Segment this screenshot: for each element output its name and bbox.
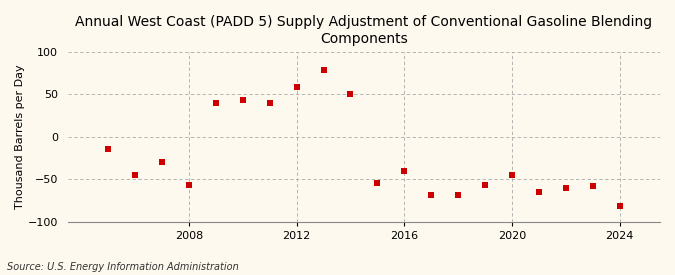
Title: Annual West Coast (PADD 5) Supply Adjustment of Conventional Gasoline Blending
C: Annual West Coast (PADD 5) Supply Adjust… (76, 15, 653, 46)
Point (372, 181, 383, 186)
Point (211, 100, 221, 105)
Point (291, 85, 302, 90)
Point (130, 173, 140, 177)
Point (560, 186, 571, 190)
Point (453, 192, 464, 197)
Point (506, 173, 517, 177)
Point (399, 169, 410, 173)
Point (614, 204, 625, 209)
Point (265, 100, 275, 105)
Point (238, 98, 248, 102)
Text: Source: U.S. Energy Information Administration: Source: U.S. Energy Information Administ… (7, 262, 238, 272)
Point (345, 92, 356, 96)
Point (587, 184, 598, 188)
Point (103, 147, 113, 152)
Point (157, 160, 167, 164)
Point (318, 68, 329, 73)
Y-axis label: Thousand Barrels per Day: Thousand Barrels per Day (15, 64, 25, 209)
Point (480, 183, 491, 187)
Point (426, 192, 437, 197)
Point (533, 190, 544, 194)
Point (184, 183, 194, 187)
